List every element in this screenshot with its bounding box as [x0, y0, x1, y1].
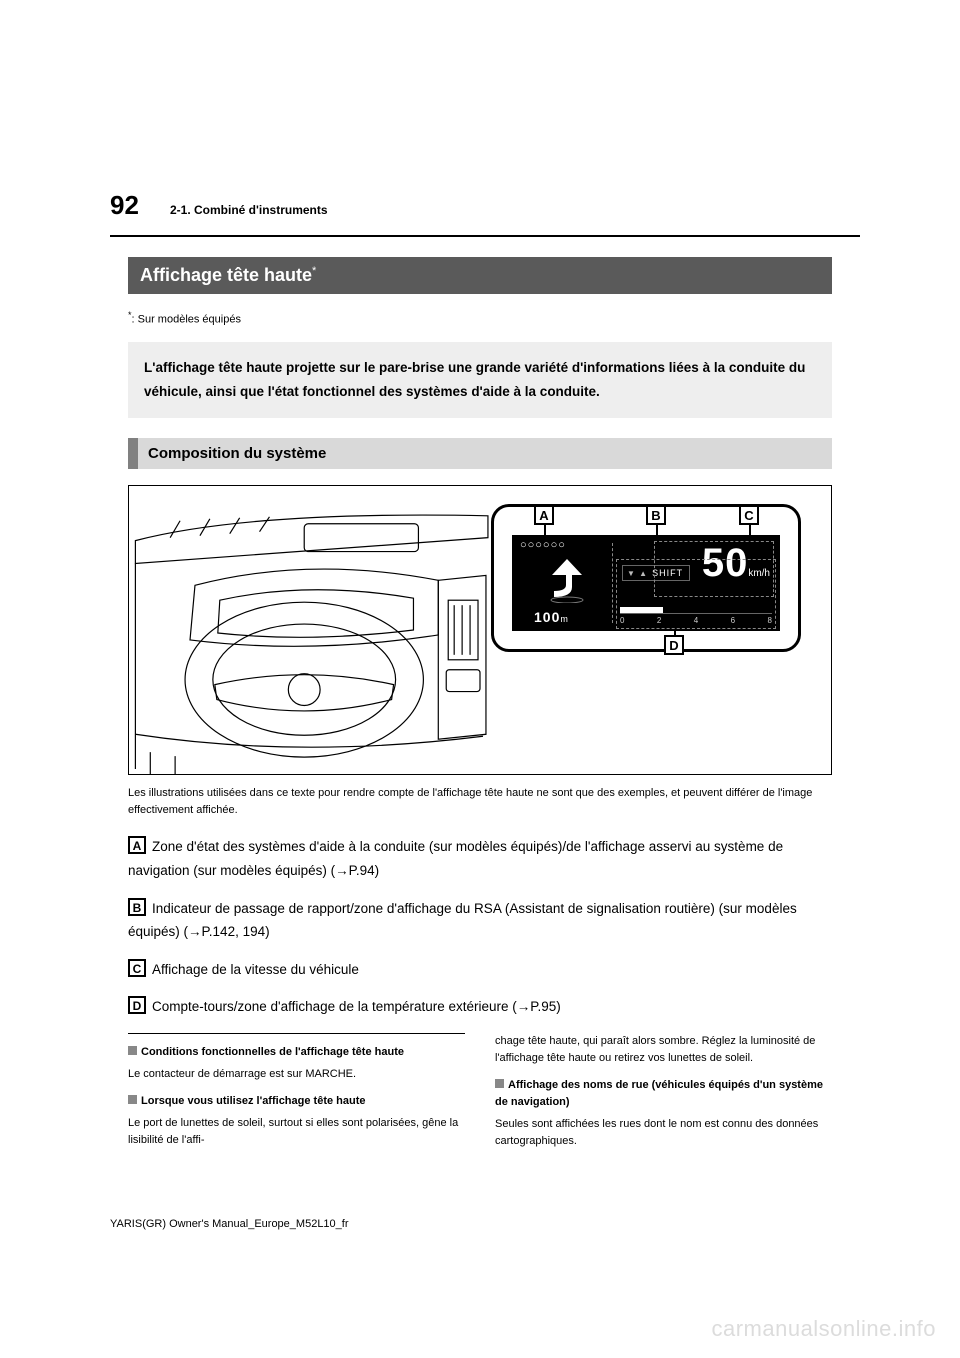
callout-label-d: D — [664, 635, 684, 655]
footer-text: YARIS(GR) Owner's Manual_Europe_M52L10_f… — [110, 1218, 349, 1230]
note-body: Le port de lunettes de soleil, surtout s… — [128, 1115, 465, 1149]
column-divider — [128, 1033, 465, 1034]
hud-magnified-view: A B C D ○○○○○○ 100m — [491, 504, 801, 652]
title-superscript: * — [312, 265, 316, 277]
page-content: 92 2-1. Combiné d'instruments Affichage … — [110, 190, 860, 1150]
note-heading: Conditions fonctionnelles de l'affichage… — [128, 1044, 465, 1061]
hud-rpm-axis — [620, 613, 772, 614]
header-rule — [110, 235, 860, 237]
hud-rpm-tick: 6 — [731, 616, 735, 625]
title-bar: Affichage tête haute* — [128, 257, 832, 294]
hud-distance: 100m — [534, 609, 569, 625]
hud-tachometer: 0 2 4 6 8 — [620, 603, 772, 625]
hud-divider — [612, 543, 613, 623]
note-heading: Lorsque vous utilisez l'affichage tête h… — [128, 1093, 465, 1110]
note-body: Seules sont affichées les rues dont le n… — [495, 1116, 832, 1150]
hud-nav-arrow-icon — [542, 557, 592, 603]
square-bullet-icon — [128, 1095, 137, 1104]
callout-text: Indicateur de passage de rapport/zone d'… — [128, 901, 797, 940]
callout-letter: B — [128, 898, 146, 916]
callout-label-a: A — [534, 505, 554, 525]
title-text: Affichage tête haute — [140, 265, 312, 285]
subheading-bar: Composition du système — [128, 438, 832, 469]
note-body: chage tête haute, qui paraît alors sombr… — [495, 1033, 832, 1067]
watermark: carmanualsonline.info — [711, 1316, 936, 1342]
callout-desc-b: BIndicateur de passage de rapport/zone d… — [128, 897, 832, 944]
system-diagram: A B C D ○○○○○○ 100m — [128, 485, 832, 775]
callout-text: Compte-tours/zone d'affichage de la temp… — [152, 999, 561, 1014]
title-footnote: *: Sur modèles équipés — [128, 310, 832, 326]
callout-desc-a: AZone d'état des systèmes d'aide à la co… — [128, 835, 832, 882]
square-bullet-icon — [128, 1046, 137, 1055]
callout-letter: C — [128, 959, 146, 977]
hud-rpm-tick: 8 — [768, 616, 772, 625]
hud-distance-value: 100 — [534, 609, 560, 625]
hud-rpm-tick: 4 — [694, 616, 698, 625]
callout-text: Zone d'état des systèmes d'aide à la con… — [128, 839, 783, 878]
callout-label-b: B — [646, 505, 666, 525]
callout-description-list: AZone d'état des systèmes d'aide à la co… — [128, 835, 832, 1019]
note-heading-text: Lorsque vous utilisez l'affichage tête h… — [141, 1095, 366, 1107]
callout-letter: D — [128, 996, 146, 1014]
notes-right-column: chage tête haute, qui paraît alors sombr… — [495, 1033, 832, 1150]
note-heading: Affichage des noms de rue (véhicules équ… — [495, 1077, 832, 1111]
intro-box: L'affichage tête haute projette sur le p… — [128, 342, 832, 419]
hud-rpm-tick: 2 — [657, 616, 661, 625]
notes-columns: Conditions fonctionnelles de l'affichage… — [128, 1033, 832, 1150]
callout-letter: A — [128, 836, 146, 854]
section-header: 2-1. Combiné d'instruments — [170, 203, 860, 217]
hud-distance-unit: m — [560, 614, 569, 624]
note-heading-text: Affichage des noms de rue (véhicules équ… — [495, 1079, 823, 1108]
hud-rpm-fill — [620, 607, 663, 613]
hud-status-icons: ○○○○○○ — [520, 539, 566, 551]
hud-rpm-tick: 0 — [620, 616, 624, 625]
callout-text: Affichage de la vitesse du véhicule — [152, 962, 359, 977]
callout-label-c: C — [739, 505, 759, 525]
diagram-caption: Les illustrations utilisées dans ce text… — [128, 785, 832, 819]
notes-left-column: Conditions fonctionnelles de l'affichage… — [128, 1033, 465, 1150]
square-bullet-icon — [495, 1079, 504, 1088]
note-heading-text: Conditions fonctionnelles de l'affichage… — [141, 1046, 404, 1058]
hud-rpm-ticks: 0 2 4 6 8 — [620, 616, 772, 625]
callout-desc-d: D Compte-tours/zone d'affichage de la tem… — [128, 995, 832, 1019]
callout-desc-c: C Affichage de la vitesse du véhicule — [128, 958, 832, 982]
note-body: Le contacteur de démarrage est sur MARCH… — [128, 1066, 465, 1083]
footnote-text: : Sur modèles équipés — [132, 314, 241, 326]
hud-display: ○○○○○○ 100m ▼ ▲SHIFT 50km/h — [512, 535, 780, 631]
